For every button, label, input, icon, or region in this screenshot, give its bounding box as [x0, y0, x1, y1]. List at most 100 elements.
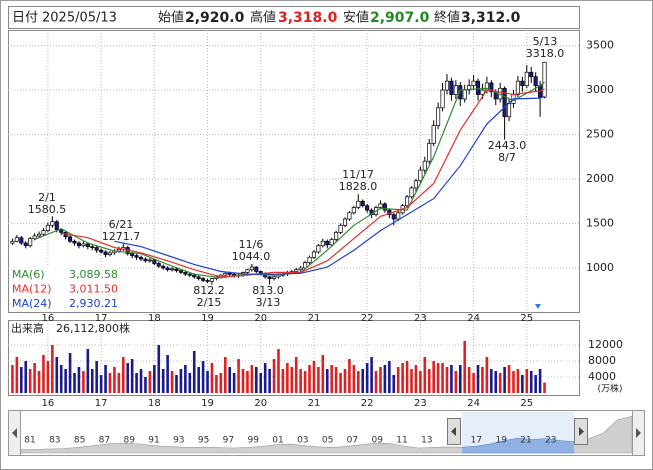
volume-bar: [223, 357, 227, 393]
candle-body: [103, 251, 108, 255]
candle-body: [524, 71, 529, 86]
candle-body: [107, 252, 113, 255]
volume-bar: [419, 371, 422, 393]
volume-bar: [472, 373, 475, 393]
volume-bar: [250, 365, 254, 393]
volume-bar: [538, 369, 542, 393]
x-tick-label: 23: [414, 313, 427, 324]
volume-bar: [423, 357, 427, 393]
volume-bar: [481, 367, 484, 393]
y-tick-label: 2000: [586, 172, 614, 185]
candle-body: [413, 180, 418, 189]
volume-bar: [24, 361, 28, 393]
x-tick-label: 17: [95, 313, 108, 324]
volume-bar: [86, 349, 90, 393]
volume-bar: [436, 363, 440, 393]
candle-body: [342, 218, 348, 226]
candle-body: [45, 224, 50, 231]
x-tick-label: 21: [308, 313, 321, 324]
volume-bar: [325, 369, 329, 393]
navigator-label: 11: [396, 436, 407, 446]
volume-bar: [55, 357, 59, 393]
volume-title: 出来高: [11, 321, 44, 335]
candle-body: [311, 251, 317, 258]
annotation-price: 812.2: [193, 284, 225, 297]
candle-body: [23, 242, 28, 247]
candle-body: [298, 267, 303, 271]
annotation-price: 813.0: [252, 284, 284, 297]
volume-bar: [410, 369, 413, 393]
legend-name: MA(24): [12, 297, 52, 310]
candle-body: [529, 71, 534, 78]
price-panel: [8, 30, 580, 313]
x-tick-label: 24: [467, 313, 480, 324]
volume-bar: [228, 367, 232, 393]
candle-body: [436, 107, 441, 126]
volume-bar: [370, 357, 373, 393]
volume-bar: [15, 357, 19, 393]
navigator-label: 97: [223, 436, 234, 446]
volume-bar: [28, 369, 32, 393]
navigator-label: 83: [49, 436, 60, 446]
candle-body: [462, 89, 467, 100]
navigator-label: 89: [123, 436, 135, 446]
candle-body: [507, 103, 512, 118]
candle-body: [249, 266, 254, 271]
candle-body: [444, 80, 450, 91]
candle-body: [59, 229, 64, 233]
candle-body: [227, 272, 232, 275]
candle-body: [409, 187, 414, 198]
legend-box: [9, 267, 119, 311]
candle-body: [161, 265, 166, 269]
x-tick-label: 17: [95, 398, 108, 409]
candle-body: [41, 230, 46, 235]
volume-bar: [126, 363, 130, 393]
candle-body: [382, 203, 387, 211]
volume-bar: [157, 345, 161, 393]
x-tick-label: 22: [361, 313, 374, 324]
navigator-label: 07: [347, 436, 358, 446]
volume-bar: [388, 361, 391, 393]
volume-bar: [20, 367, 23, 393]
x-tick-label: 20: [254, 313, 267, 324]
candle-body: [201, 278, 206, 281]
header-bar: [8, 6, 580, 29]
candles: [10, 61, 547, 285]
candle-body: [138, 256, 144, 260]
volume-bar: [268, 369, 271, 393]
annotation-date: 2/15: [197, 296, 222, 309]
candle-body: [76, 242, 81, 247]
volume-bar: [458, 365, 462, 393]
navigator-label: 19: [495, 436, 507, 446]
candle-body: [271, 276, 277, 279]
volume-bar: [188, 373, 192, 393]
volume-bar: [99, 375, 103, 393]
volume-bar: [219, 373, 223, 393]
high-value: 3,318.0: [278, 10, 338, 26]
candle-body: [356, 200, 361, 208]
candle-body: [316, 245, 321, 253]
volume-bar: [277, 349, 280, 393]
navigator-label: 85: [74, 436, 85, 446]
legend-value: 3,011.50: [69, 283, 118, 296]
volume-bar: [255, 367, 258, 393]
volume-bar: [179, 369, 183, 393]
volume-bar: [330, 365, 333, 393]
candle-body: [10, 240, 15, 244]
volume-bar: [90, 369, 94, 393]
x-tick-label: 24: [467, 398, 480, 409]
volume-bar: [503, 367, 506, 393]
volume-bar: [237, 359, 240, 393]
volume-bar: [153, 365, 156, 393]
navigator-label: 87: [99, 436, 110, 446]
x-tick-label: 16: [42, 398, 55, 409]
candle-body: [391, 214, 396, 220]
volume-bar: [166, 355, 169, 393]
annotation-price: 1828.0: [339, 180, 378, 193]
volume-bar: [210, 363, 214, 393]
handle-left-arrow: [451, 427, 456, 436]
annotation-price: 1580.5: [28, 203, 67, 216]
candle-body: [307, 256, 312, 263]
volume-bar: [317, 367, 320, 393]
